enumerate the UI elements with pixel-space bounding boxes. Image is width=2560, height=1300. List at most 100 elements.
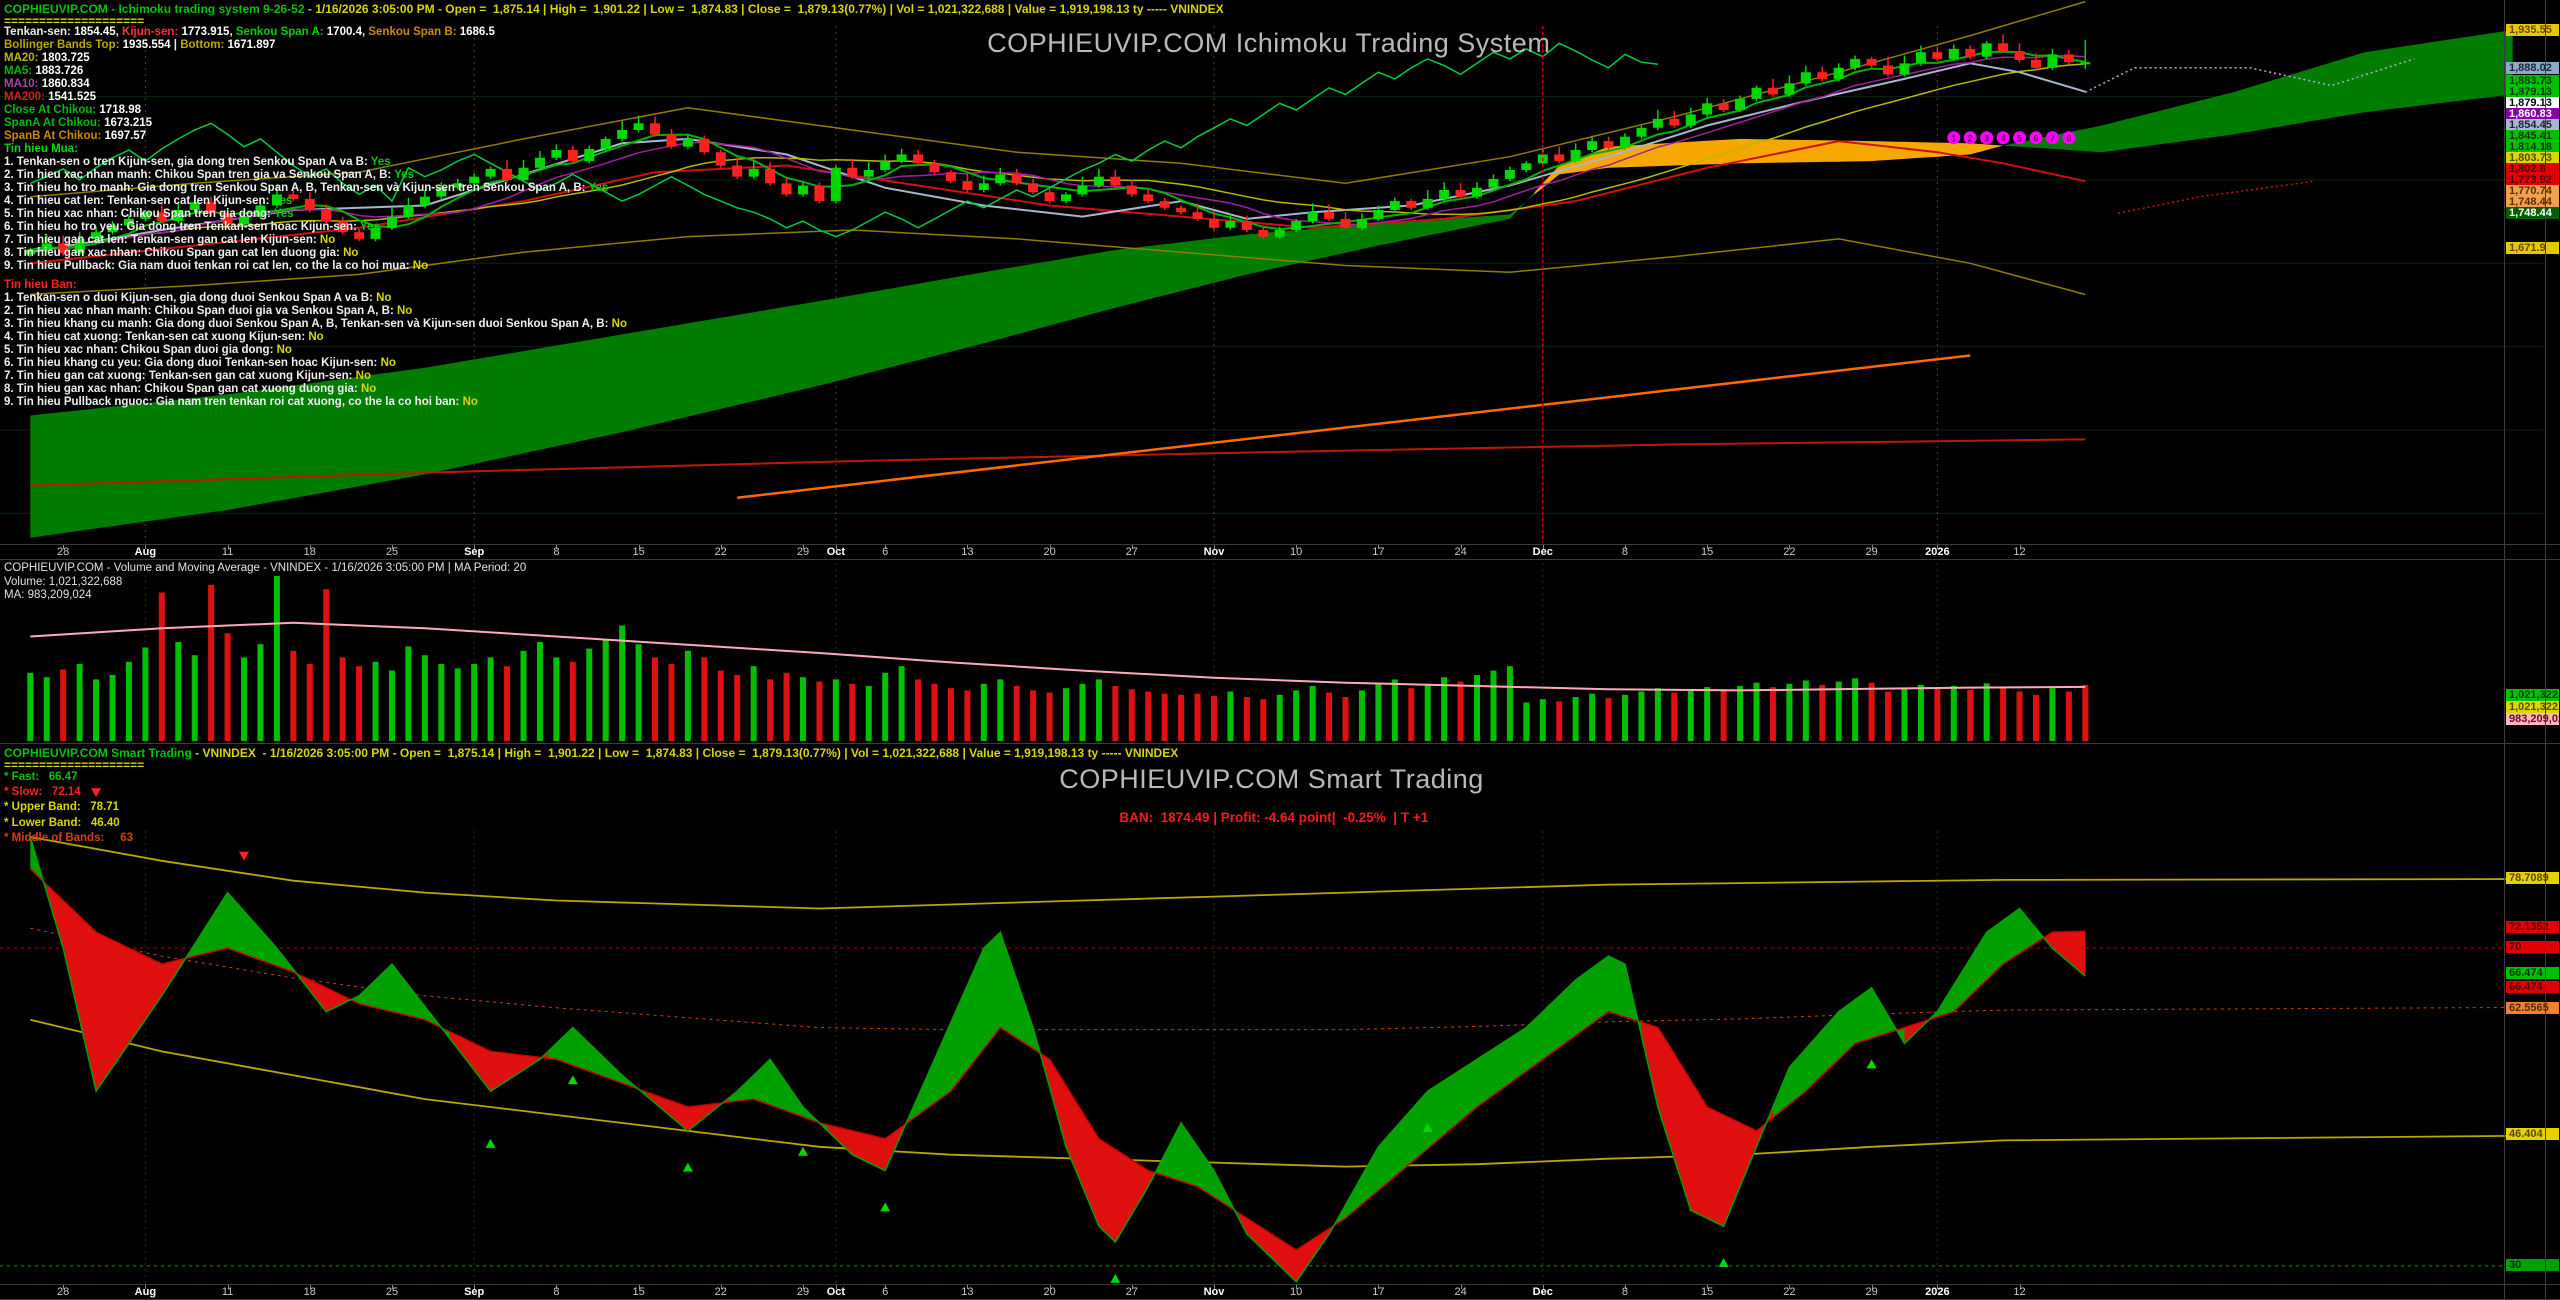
buy-signal-item: 8. Tin hieu gan xac nhan: Chikou Span ga…	[4, 247, 359, 259]
axis-tick-mark	[1131, 1285, 1133, 1289]
indicator-line: MA200: 1541.525	[4, 91, 97, 103]
sell-signal-item: 4. Tin hieu cat xuong: Tenkan-sen cat xu…	[4, 331, 324, 343]
date-tick-label: Nov	[1203, 546, 1225, 558]
right-edge-line	[2545, 0, 2546, 1299]
date-tick-label: 10	[1290, 1286, 1303, 1298]
buy-signal-item: 7. Tin hieu gan cat len: Tenkan-sen gan …	[4, 234, 336, 246]
date-tick-label: 17	[1372, 546, 1385, 558]
date-tick-label: Oct	[826, 1286, 846, 1298]
sell-signal-item: 6. Tin hieu khang cu yeu: Gia dong duoi …	[4, 357, 396, 369]
axis-tick-mark	[720, 1285, 722, 1289]
smart-stat-line: * Upper Band: 78.71	[4, 801, 120, 814]
date-tick-label: Oct	[826, 546, 846, 558]
date-tick-label: 18	[303, 546, 316, 558]
volume-title: COPHIEUVIP.COM - Volume and Moving Avera…	[4, 562, 527, 574]
axis-tick-mark	[638, 1285, 640, 1289]
sell-header: Tin hieu Ban:	[4, 279, 77, 291]
axis-tick-mark	[63, 545, 65, 549]
date-tick-label: 25	[385, 546, 399, 558]
axis-tick-mark	[885, 545, 887, 549]
smart-trading-panel: COPHIEUVIP.COM Smart Trading - VNINDEX -…	[0, 743, 2560, 1285]
axis-tick-mark	[720, 545, 722, 549]
date-tick-label: 25	[385, 1286, 399, 1298]
smart-watermark: COPHIEUVIP.COM Smart Trading	[1059, 764, 1484, 794]
sell-signal-item: 7. Tin hieu gan cat xuong: Tenkan-sen ga…	[4, 370, 371, 382]
axis-tick-mark	[835, 1285, 837, 1289]
smart-title-symbol: COPHIEUVIP.COM Smart Trading	[4, 746, 192, 760]
smart-title-underline: ====================	[4, 758, 145, 772]
smart-stats-block: * Fast: 66.47 * Slow: 72.14 * Upper Band: …	[4, 769, 133, 845]
axis-tick-mark	[638, 545, 640, 549]
date-tick-label: 6	[882, 546, 889, 558]
date-tick-label: 15	[1701, 1286, 1714, 1298]
axis-value-label: 70	[2506, 941, 2559, 953]
date-tick-label: Aug	[134, 546, 157, 558]
indicator-line: MA20: 1803.725	[4, 52, 90, 64]
axis-tick-mark	[145, 1285, 147, 1289]
date-tick-label: 22	[1783, 546, 1796, 558]
axis-value-label: 1,935.55	[2506, 24, 2559, 36]
date-tick-label: 18	[303, 1286, 316, 1298]
axis-tick-mark	[1378, 545, 1380, 549]
axis-value-label: 66.474	[2506, 967, 2559, 979]
axis-tick-mark	[309, 1285, 311, 1289]
buy-signal-item: 9. Tin hieu Pullback: Gia nam duoi tenka…	[4, 260, 429, 272]
volume-ma-value: MA: 983,209,024	[4, 589, 92, 601]
axis-tick-mark	[835, 545, 837, 549]
indicator-readout-block: Tenkan-sen: 1854.45, Kijun-sen: 1773.915…	[4, 26, 627, 409]
indicator-line: SpanB At Chikou: 1697.57	[4, 130, 147, 142]
ichimoku-title-line: COPHIEUVIP.COM - Ichimoku trading system…	[4, 2, 1224, 16]
date-tick-label: 8	[553, 546, 560, 558]
date-axis-top: 28 Aug 11 18 25 Sep 8 15 22 29 Oct 6 13 20 27 Nov 10 17 24…	[0, 544, 2560, 560]
date-tick-label: 11	[221, 546, 234, 558]
axis-tick-mark	[1789, 545, 1791, 549]
svg-text:6: 6	[2033, 133, 2038, 143]
buy-signal-item: 5. Tin hieu xac nhan: Chikou Span tren g…	[4, 208, 294, 220]
date-axis-bottom: 28 Aug 11 18 25 Sep 8 15 22 29 Oct 6 13 20 27 Nov 10 17 24…	[0, 1284, 2560, 1300]
axis-value-label: 1,021,322,688	[2506, 689, 2559, 701]
smart-chart-canvas[interactable]	[0, 744, 2560, 1285]
axis-value-label: 1,671.9	[2506, 242, 2559, 254]
sell-signal-item: 8. Tin hieu gan xac nhan: Chikou Span ga…	[4, 383, 377, 395]
axis-tick-mark	[227, 1285, 229, 1289]
ban-signal-text: BAN: 1874.49 | Profit: -4.64 point| -0.2…	[1119, 810, 1429, 825]
date-tick-label: 13	[961, 1286, 974, 1298]
date-tick-label: Nov	[1203, 1286, 1225, 1298]
sell-signal-item: 9. Tin hieu Pullback nguoc: Gia nam tren…	[4, 396, 478, 408]
date-tick-label: 17	[1372, 1286, 1385, 1298]
date-tick-label: 22	[714, 1286, 727, 1298]
date-tick-label: Aug	[134, 1286, 157, 1298]
ichimoku-title-info: - 1/16/2026 3:05:00 PM - Open = 1,875.14…	[304, 2, 1224, 16]
axis-tick-mark	[1542, 1285, 1544, 1289]
indicator-line: MA5: 1883.726	[4, 65, 84, 77]
axis-tick-mark	[967, 545, 969, 549]
smart-stat-line: * Fast: 66.47	[4, 771, 78, 783]
date-tick-label: Dec	[1532, 546, 1553, 558]
buy-signal-item: 1. Tenkan-sen o tren Kijun-sen, gia dong…	[4, 156, 391, 168]
svg-text:8: 8	[2066, 133, 2071, 143]
axis-value-label: 30	[2506, 1259, 2559, 1271]
axis-tick-mark	[474, 1285, 476, 1289]
svg-text:3: 3	[1984, 133, 1989, 143]
date-tick-label: 2026	[1925, 546, 1950, 558]
volume-chart-canvas[interactable]	[0, 560, 2560, 744]
date-tick-label: 28	[57, 1286, 70, 1298]
ichimoku-title-symbol: COPHIEUVIP.COM - Ichimoku trading system…	[4, 2, 305, 16]
volume-header: COPHIEUVIP.COM - Volume and Moving Avera…	[4, 562, 526, 603]
axis-tick-mark	[1296, 545, 1298, 549]
svg-text:2: 2	[1968, 133, 1973, 143]
axis-tick-mark	[1213, 545, 1215, 549]
axis-tick-mark	[1624, 1285, 1626, 1289]
axis-value-label: 46.404	[2506, 1128, 2559, 1140]
ichimoku-watermark: COPHIEUVIP.COM Ichimoku Trading System	[987, 28, 1551, 58]
axis-tick-mark	[1542, 545, 1544, 549]
axis-tick-mark	[1871, 545, 1873, 549]
smart-stat-line: * Lower Band: 46.40	[4, 816, 120, 829]
axis-tick-mark	[802, 1285, 804, 1289]
date-tick-label: 28	[57, 546, 70, 558]
axis-tick-mark	[1378, 1285, 1380, 1289]
date-tick-label: 29	[796, 546, 810, 558]
